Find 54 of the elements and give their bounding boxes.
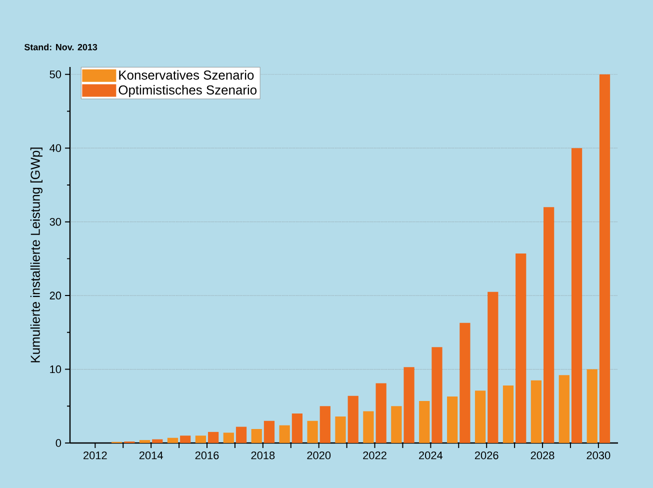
y-tick-label: 20 [50, 292, 62, 300]
bar [447, 396, 458, 443]
bar [391, 406, 402, 443]
bar [167, 438, 178, 443]
bar [474, 390, 486, 443]
bar [488, 292, 498, 443]
x-tick-label: 2024 [419, 452, 443, 460]
x-tick-label: 2026 [474, 452, 498, 460]
y-tick-label: 40 [50, 144, 62, 152]
x-tick-label: 2022 [363, 452, 386, 460]
bar [236, 426, 247, 443]
bar [544, 207, 554, 443]
x-tick-label: 2030 [586, 452, 610, 460]
bar [363, 411, 374, 443]
legend-label: Konservatives Szenario [119, 70, 254, 80]
bar [376, 383, 386, 443]
x-tick-label: 2016 [195, 452, 219, 460]
bar [558, 375, 570, 443]
y-tick-label: 10 [50, 365, 62, 374]
bar [208, 432, 219, 443]
x-tick-label: 2012 [84, 452, 107, 460]
bar [516, 254, 526, 443]
y-tick-label: 30 [50, 218, 62, 226]
bar [530, 380, 542, 443]
x-tick-label: 2014 [139, 452, 163, 460]
bar [432, 347, 442, 443]
bar [251, 428, 262, 443]
bar [292, 414, 302, 443]
x-tick-label: 2028 [530, 452, 554, 460]
bar [502, 385, 514, 443]
x-tick-label: 2018 [251, 452, 275, 460]
bar [223, 432, 234, 443]
bar [348, 396, 358, 443]
bar [180, 436, 191, 443]
x-tick-label: 2020 [307, 452, 331, 460]
y-tick-label: 50 [50, 70, 62, 78]
bar [460, 322, 470, 443]
y-tick-label: 0 [56, 439, 62, 447]
bar [307, 420, 318, 443]
bar [320, 406, 330, 443]
bar [152, 439, 163, 443]
bar [335, 416, 346, 443]
bar [139, 440, 150, 443]
bar [599, 74, 610, 443]
bar [195, 436, 206, 443]
bar [279, 425, 290, 443]
bar [571, 148, 582, 443]
y-axis-title: Kumulierte installierte Leistung [GWp] [30, 148, 42, 362]
bar [419, 400, 430, 443]
legend-label: Optimistisches Szenario [118, 85, 257, 98]
bar [586, 369, 598, 443]
text: Stand: Nov. 2013 [24, 44, 98, 50]
bar [264, 420, 275, 443]
bar [404, 367, 414, 443]
